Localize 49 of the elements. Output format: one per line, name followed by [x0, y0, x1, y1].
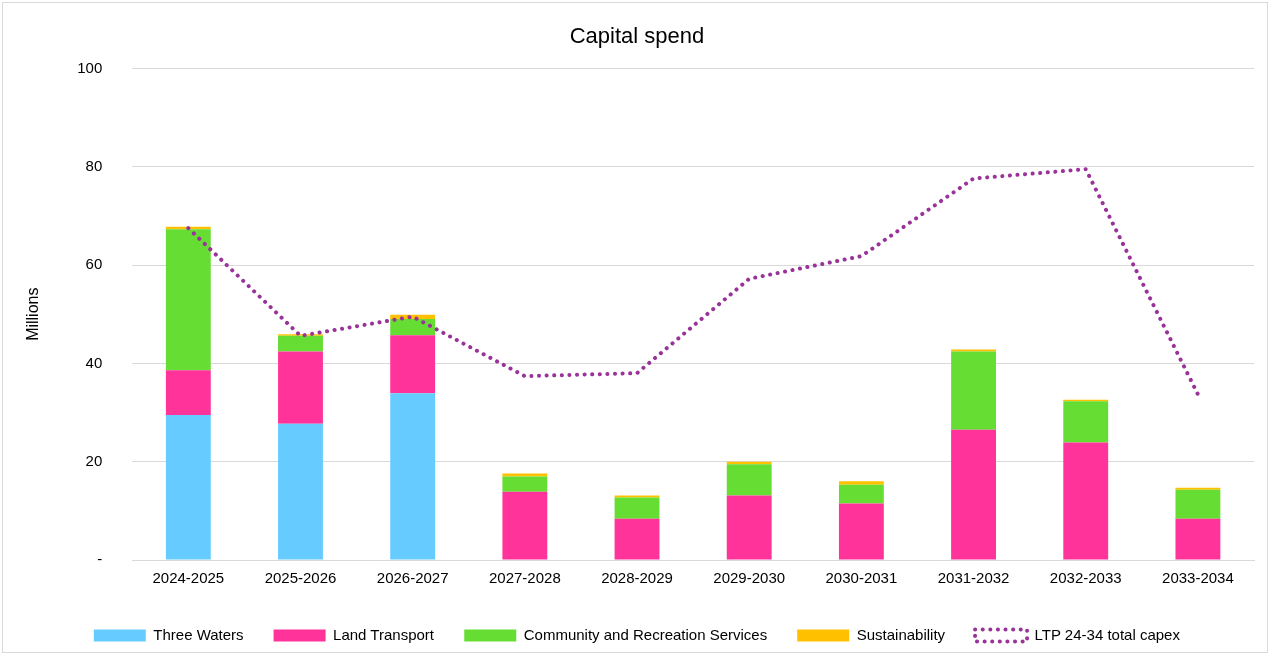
legend-label: Sustainability — [856, 625, 946, 643]
x-tick-label: 2026-2027 — [376, 569, 449, 587]
bar — [278, 423, 323, 560]
x-tick-label: 2029-2030 — [713, 569, 786, 587]
bar — [1063, 401, 1109, 443]
bar — [726, 464, 772, 496]
x-tick-label: 2031-2032 — [937, 569, 1010, 587]
bar — [278, 351, 323, 424]
bar — [838, 503, 884, 560]
legend-label: Land Transport — [333, 625, 435, 643]
bar — [1063, 442, 1109, 560]
bar — [502, 476, 548, 492]
y-axis-title: Millions — [24, 287, 42, 341]
chart-title: Capital spend — [569, 23, 705, 49]
bar — [165, 370, 211, 415]
legend-label: Community and Recreation Services — [523, 625, 768, 643]
bar — [278, 335, 323, 352]
y-tick-label: 40 — [85, 353, 103, 371]
legend-label: Three Waters — [153, 625, 244, 643]
bar — [1175, 489, 1221, 519]
bar — [390, 335, 436, 394]
y-tick-label: - — [97, 550, 103, 568]
line-series — [186, 167, 1200, 397]
bar — [502, 491, 548, 560]
x-tick-label: 2025-2026 — [264, 569, 337, 587]
bar — [951, 429, 996, 560]
x-tick-label: 2033-2034 — [1162, 569, 1234, 587]
y-tick-label: 80 — [85, 156, 103, 174]
y-tick-label: 100 — [77, 58, 103, 76]
x-tick-label: 2027-2028 — [488, 569, 561, 587]
bar — [726, 495, 772, 560]
bar — [614, 497, 660, 519]
bar — [951, 351, 996, 430]
y-tick-label: 60 — [85, 255, 103, 273]
bar — [165, 229, 211, 371]
bar — [165, 414, 211, 560]
bar — [838, 481, 884, 485]
bar — [390, 393, 436, 560]
x-tick-label: 2024-2025 — [152, 569, 225, 587]
bar — [1175, 518, 1221, 560]
bar — [614, 518, 660, 560]
x-tick-label: 2032-2033 — [1049, 569, 1122, 587]
bar — [502, 473, 548, 477]
bar — [390, 319, 436, 336]
legend-label: LTP 24-34 total capex — [1034, 625, 1181, 643]
bar — [838, 484, 884, 504]
x-tick-label: 2028-2029 — [601, 569, 673, 587]
x-tick-label: 2030-2031 — [825, 569, 898, 587]
y-tick-label: 20 — [85, 451, 103, 469]
